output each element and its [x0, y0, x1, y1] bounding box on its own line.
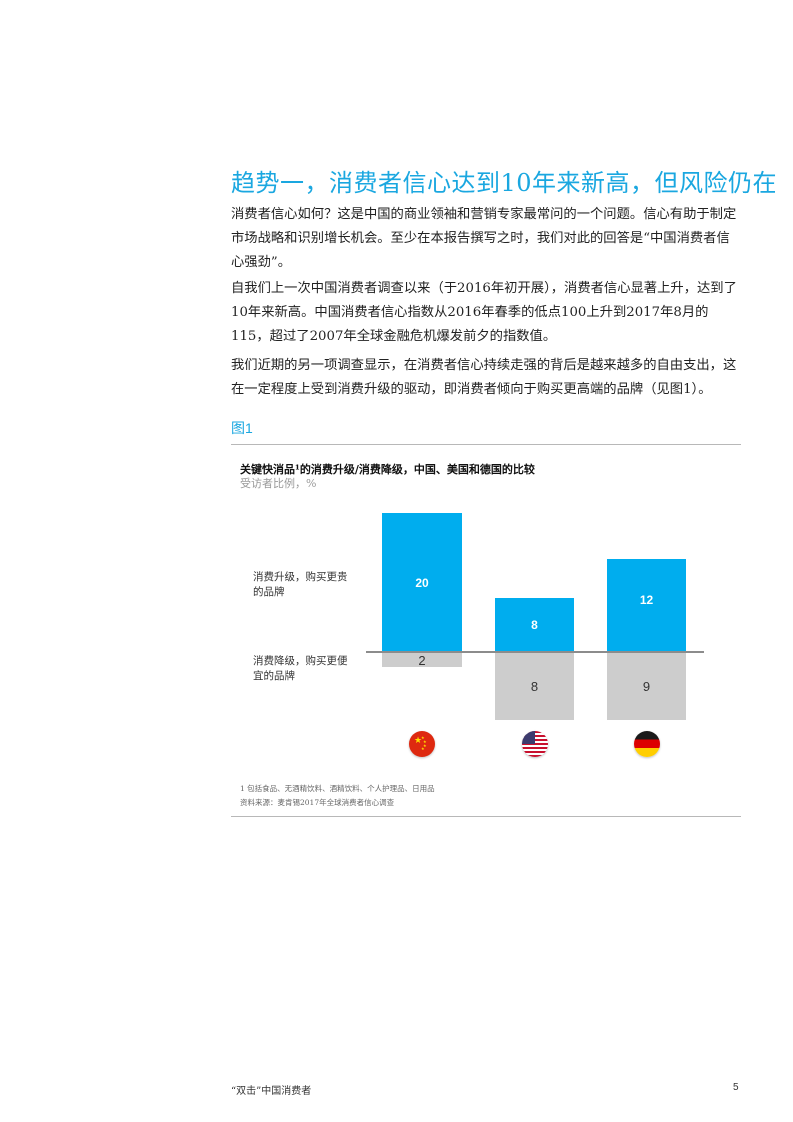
figure-top-divider: [231, 444, 741, 445]
germany-flag-icon: [634, 731, 660, 757]
bar-germany-downgrade: 9: [607, 653, 686, 720]
page-number: 5: [733, 1082, 739, 1093]
paragraph-1: 消费者信心如何？这是中国的商业领袖和营销专家最常问的一个问题。信心有助于制定市场…: [231, 207, 737, 270]
row-label-downgrade: 消费降级，购买更便宜的品牌: [253, 655, 348, 682]
bar-value: 20: [415, 575, 429, 590]
footnote: 1 包括食品、无酒精饮料、酒精饮料、个人护理品、日用品: [240, 784, 435, 793]
bar-germany-upgrade: 12: [607, 559, 686, 652]
paragraph-2: 自我们上一次中国消费者调查以来（于2016年初开展），消费者信心显著上升，达到了…: [231, 281, 737, 344]
figure-label: 图1: [231, 420, 253, 436]
bar-usa-downgrade: 8: [495, 653, 574, 720]
bar-usa-upgrade: 8: [495, 598, 574, 652]
bar-value: 2: [418, 652, 426, 668]
china-flag-icon: ★ ★ ★ ★ ★: [409, 731, 435, 757]
bar-value: 9: [642, 679, 651, 694]
footer-publication-title: “双击”中国消费者: [231, 1086, 312, 1097]
usa-flag-icon: [522, 731, 548, 757]
bar-china-upgrade: 20: [382, 513, 462, 652]
chart-baseline: [366, 651, 704, 653]
bar-value: 12: [639, 592, 654, 607]
bar-value: 8: [530, 679, 539, 694]
row-label-upgrade: 消费升级，购买更贵的品牌: [253, 571, 348, 598]
bar-china-downgrade: 2: [382, 652, 462, 668]
bar-value: 8: [531, 618, 538, 632]
figure-bottom-divider: [231, 816, 741, 817]
chart-subtitle: 受访者比例，%: [240, 477, 317, 490]
paragraph-3: 我们近期的另一项调查显示，在消费者信心持续走强的背后是越来越多的自由支出，这在一…: [231, 358, 737, 397]
source-note: 资料来源：麦肯锡2017年全球消费者信心调查: [240, 798, 395, 807]
page-heading: 趋势一，消费者信心达到10年来新高，但风险仍在: [231, 169, 778, 197]
chart-title: 关键快消品¹的消费升级/消费降级，中国、美国和德国的比较: [240, 463, 535, 476]
